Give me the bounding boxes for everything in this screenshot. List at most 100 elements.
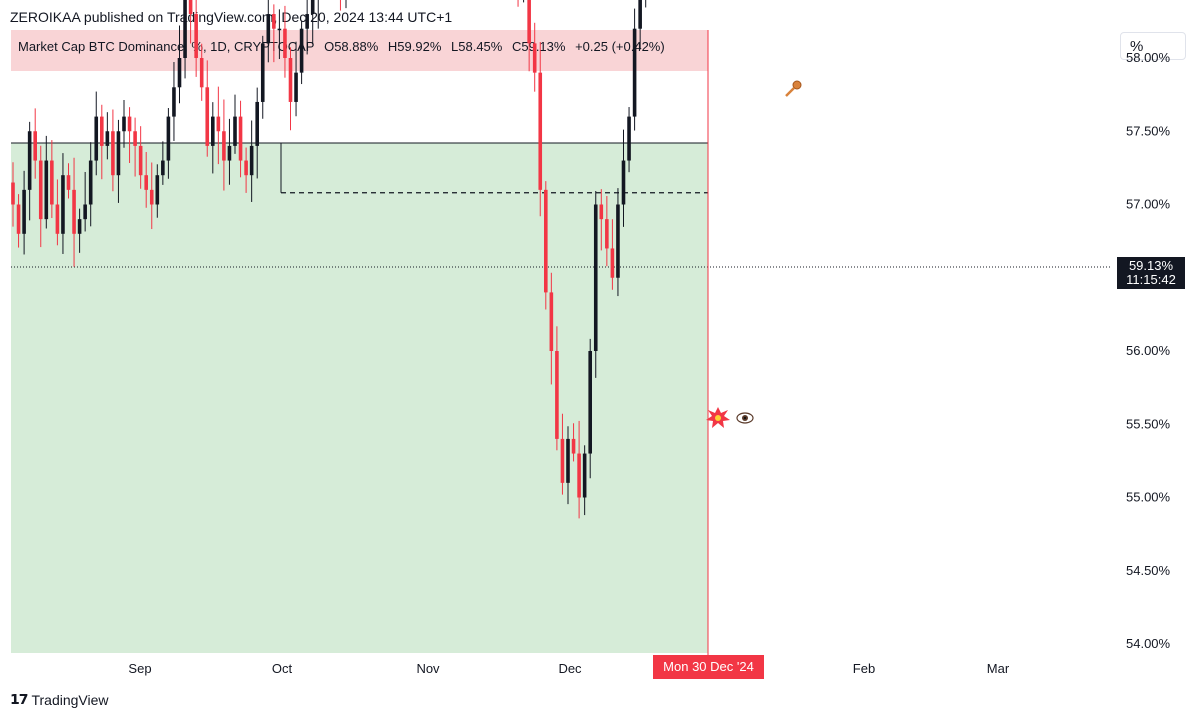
candle-body bbox=[249, 145, 254, 176]
candle-body bbox=[205, 87, 210, 146]
candle-body bbox=[33, 131, 37, 161]
price-tick-label: 56.00% bbox=[1126, 343, 1171, 358]
candle-body bbox=[549, 292, 554, 351]
candle-body bbox=[116, 131, 121, 176]
candle-body bbox=[227, 145, 232, 161]
candle-body bbox=[544, 189, 548, 293]
candle-body bbox=[283, 28, 287, 58]
time-tick-label: Sep bbox=[128, 661, 151, 676]
candle-body bbox=[38, 160, 43, 220]
candle-body bbox=[577, 453, 581, 498]
candle-body bbox=[288, 58, 293, 102]
bar-countdown: 11:15:42 bbox=[1126, 272, 1176, 287]
current-price-label: 59.13% 11:15:42 bbox=[1117, 257, 1185, 289]
candle-body bbox=[144, 175, 148, 190]
candle-body bbox=[638, 0, 642, 29]
candle-body bbox=[55, 204, 60, 234]
price-tick-label: 57.50% bbox=[1126, 123, 1171, 138]
time-tick-label: Dec bbox=[558, 661, 582, 676]
price-tick-label: 57.00% bbox=[1126, 197, 1171, 212]
candle-body bbox=[22, 189, 26, 234]
candle-body bbox=[111, 131, 115, 176]
green-zone bbox=[11, 142, 708, 653]
symbol-legend: Market Cap BTC Dominance, %, 1D, CRYPTOC… bbox=[18, 39, 671, 54]
publish-info: ZEROIKAA published on TradingView.com, D… bbox=[10, 9, 453, 25]
ohlc-change: +0.25 (+0.42%) bbox=[575, 39, 665, 54]
candle-body bbox=[560, 438, 565, 483]
brand-name: TradingView bbox=[31, 691, 109, 708]
candle-body bbox=[127, 116, 132, 132]
candle-body bbox=[571, 438, 576, 454]
candle-body bbox=[183, 0, 187, 58]
candle-body bbox=[588, 351, 592, 454]
candle-body bbox=[632, 28, 637, 117]
symbol-title[interactable]: Market Cap BTC Dominance, %, 1D, CRYPTOC… bbox=[18, 39, 315, 54]
candle-body bbox=[166, 116, 171, 161]
time-tick-label: Nov bbox=[416, 661, 440, 676]
time-tick-label: Mar bbox=[987, 661, 1010, 676]
candle-body bbox=[605, 219, 609, 249]
candle-body bbox=[582, 453, 587, 498]
candle-body bbox=[233, 116, 237, 146]
candle-body bbox=[260, 43, 265, 102]
candle-body bbox=[16, 204, 21, 234]
candle-body bbox=[532, 43, 537, 73]
candle-body bbox=[610, 248, 615, 278]
candle-body bbox=[194, 14, 198, 59]
candle-body bbox=[555, 351, 559, 439]
ohlc-low: L58.45% bbox=[451, 39, 503, 54]
candle-body bbox=[222, 131, 226, 161]
price-tick-label: 54.00% bbox=[1126, 636, 1171, 651]
candle-body bbox=[199, 58, 204, 88]
price-tick-label: 54.50% bbox=[1126, 563, 1171, 578]
candle-body bbox=[72, 189, 76, 234]
footer-brand[interactable]: 𝟭𝟳 TradingView bbox=[10, 691, 109, 708]
candle-body bbox=[122, 116, 126, 132]
candle-body bbox=[294, 72, 298, 102]
candle-body bbox=[566, 438, 570, 483]
candle-body bbox=[266, 14, 271, 44]
candle-body bbox=[211, 116, 215, 146]
candle-body bbox=[277, 28, 282, 31]
explosion-icon bbox=[706, 407, 730, 428]
price-tick-label: 55.50% bbox=[1126, 416, 1171, 431]
candle-body bbox=[621, 160, 626, 205]
candle-body bbox=[94, 116, 99, 161]
candle-body bbox=[61, 175, 65, 234]
legend-highlight bbox=[11, 30, 708, 71]
candle-body bbox=[155, 175, 160, 205]
candle-body bbox=[149, 189, 154, 205]
candle-body bbox=[188, 0, 193, 15]
time-tick-label: Oct bbox=[272, 661, 293, 676]
candle-body bbox=[77, 219, 82, 234]
candle-body bbox=[616, 204, 620, 278]
candle-body bbox=[83, 204, 87, 220]
candle-body bbox=[177, 58, 182, 88]
candle-body bbox=[305, 14, 309, 29]
candle-body bbox=[538, 72, 543, 190]
candle-body bbox=[66, 175, 71, 190]
candle-body bbox=[216, 116, 221, 132]
candle-body bbox=[100, 116, 104, 146]
candle-body bbox=[272, 14, 276, 29]
percent-scale-button[interactable]: % bbox=[1120, 32, 1186, 60]
candle-body bbox=[44, 160, 49, 220]
candle-body bbox=[50, 160, 54, 205]
key-shaft bbox=[785, 87, 795, 97]
candle-body bbox=[255, 101, 259, 146]
candle-body bbox=[138, 145, 143, 176]
eye-icon bbox=[736, 412, 754, 424]
current-price: 59.13% bbox=[1128, 258, 1174, 273]
crosshair-date-label: Mon 30 Dec '24 bbox=[653, 655, 764, 679]
ohlc-high: H59.92% bbox=[387, 39, 442, 54]
candle-body bbox=[599, 204, 604, 220]
candle-body bbox=[310, 0, 315, 15]
ohlc-close: C59.13% bbox=[511, 39, 566, 54]
tradingview-logo-icon: 𝟭𝟳 bbox=[10, 691, 29, 707]
price-tick-label: 55.00% bbox=[1126, 490, 1171, 505]
candle-body bbox=[105, 131, 110, 146]
key-bow bbox=[792, 80, 802, 90]
candle-body bbox=[11, 182, 15, 205]
candle-body bbox=[238, 116, 243, 161]
